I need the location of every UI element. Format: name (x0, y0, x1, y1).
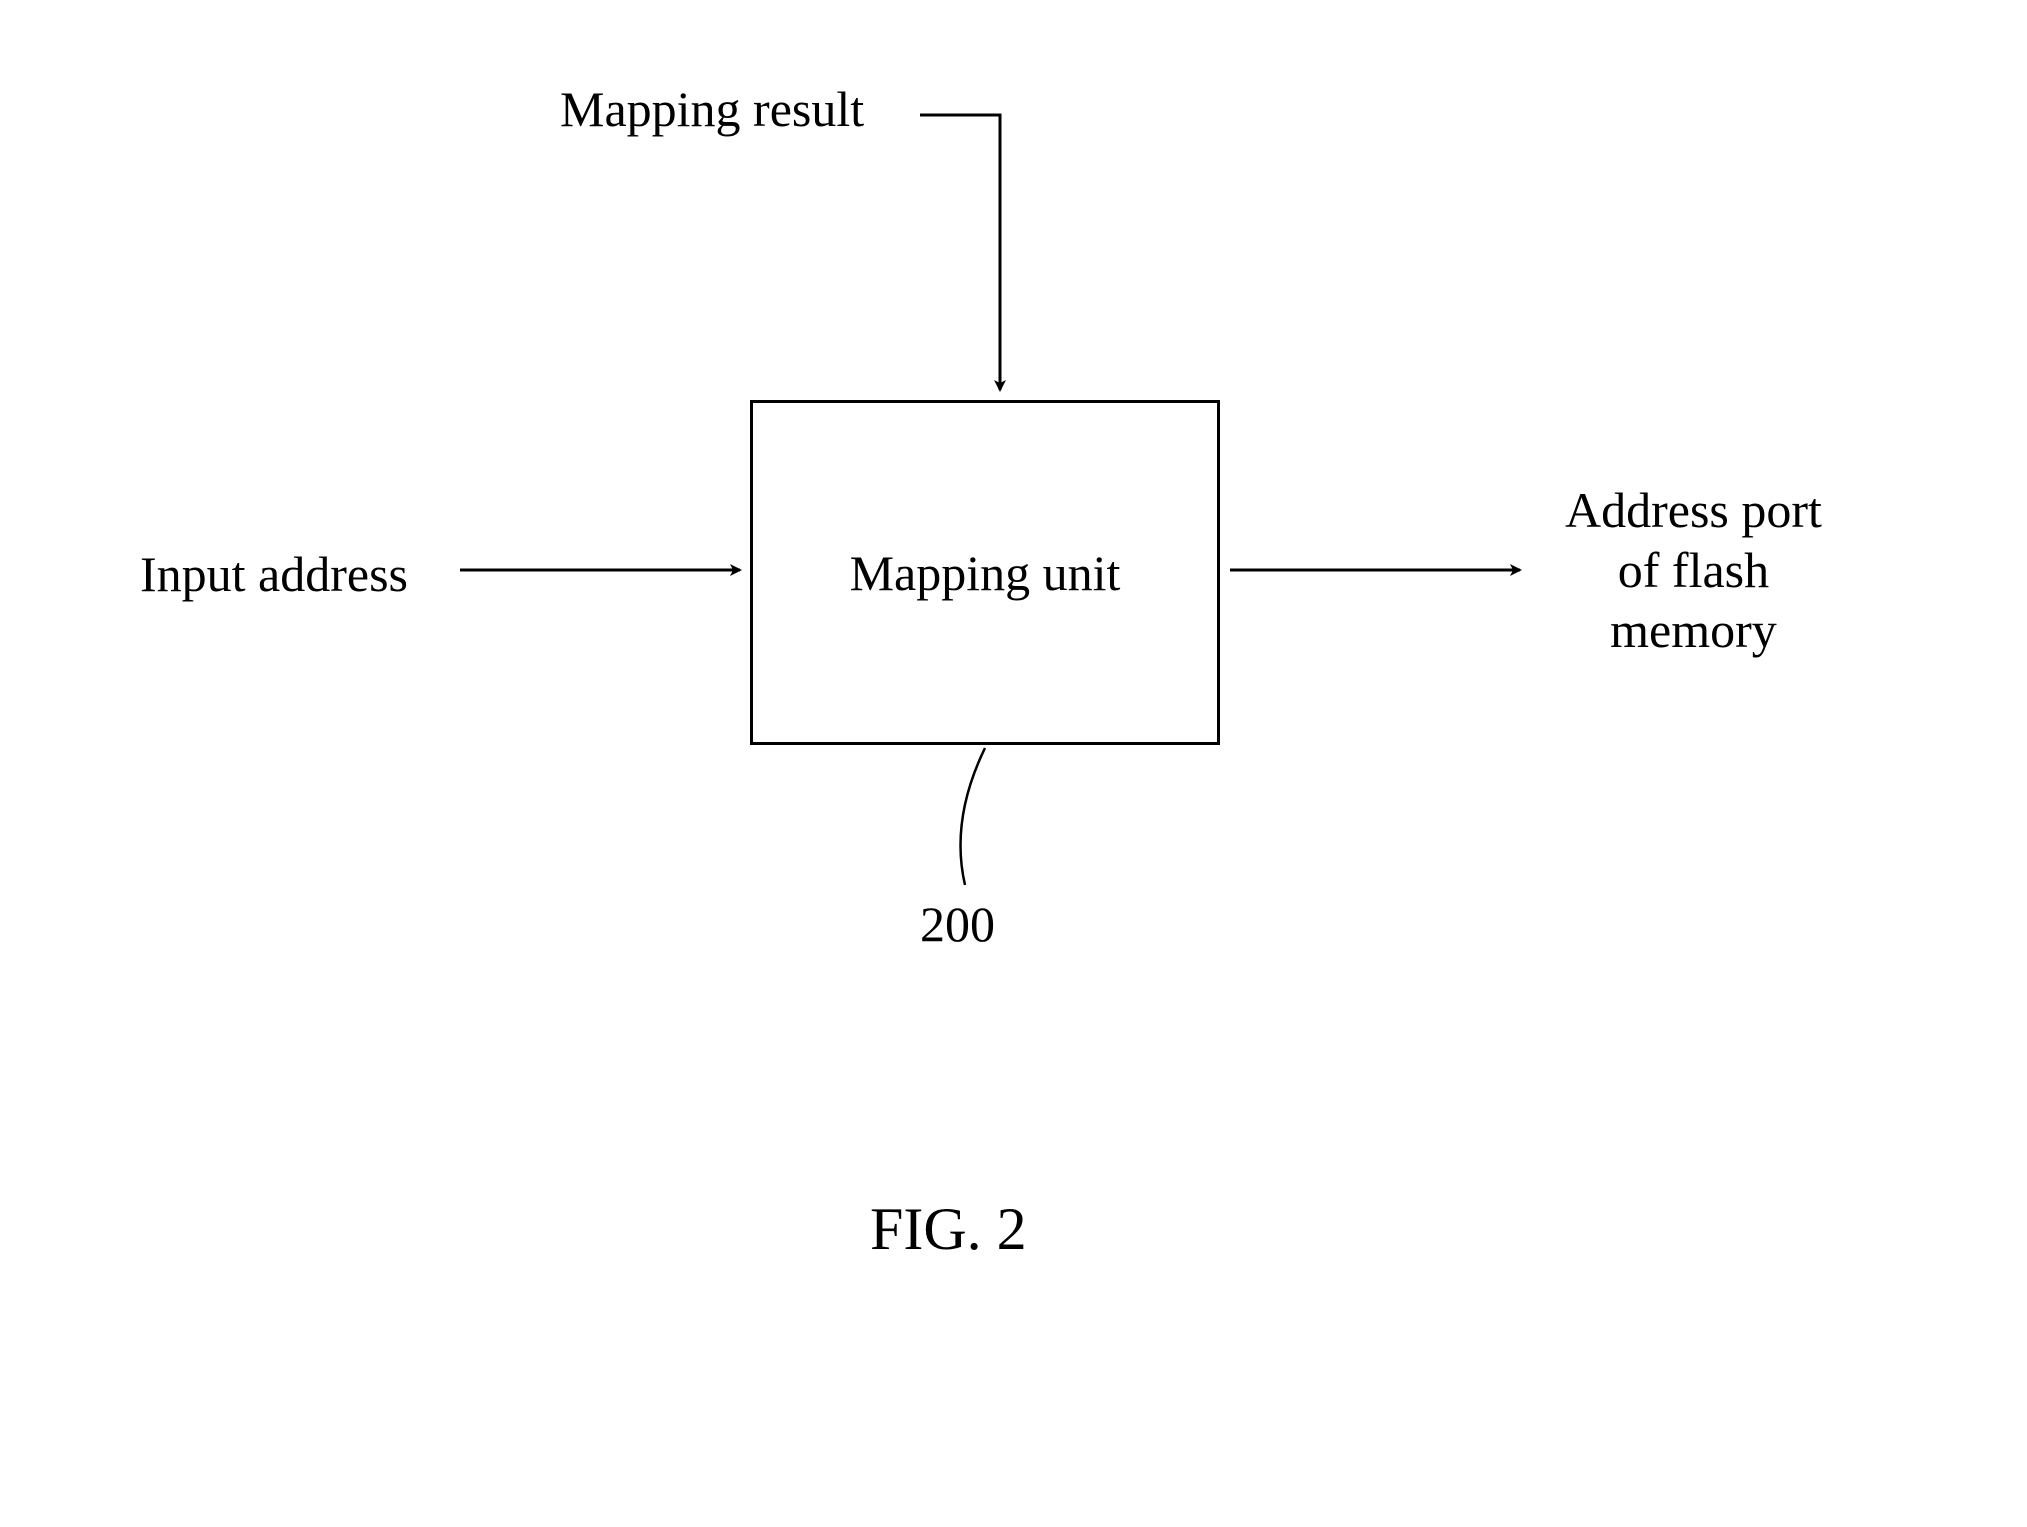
leader-line (0, 0, 2027, 1527)
